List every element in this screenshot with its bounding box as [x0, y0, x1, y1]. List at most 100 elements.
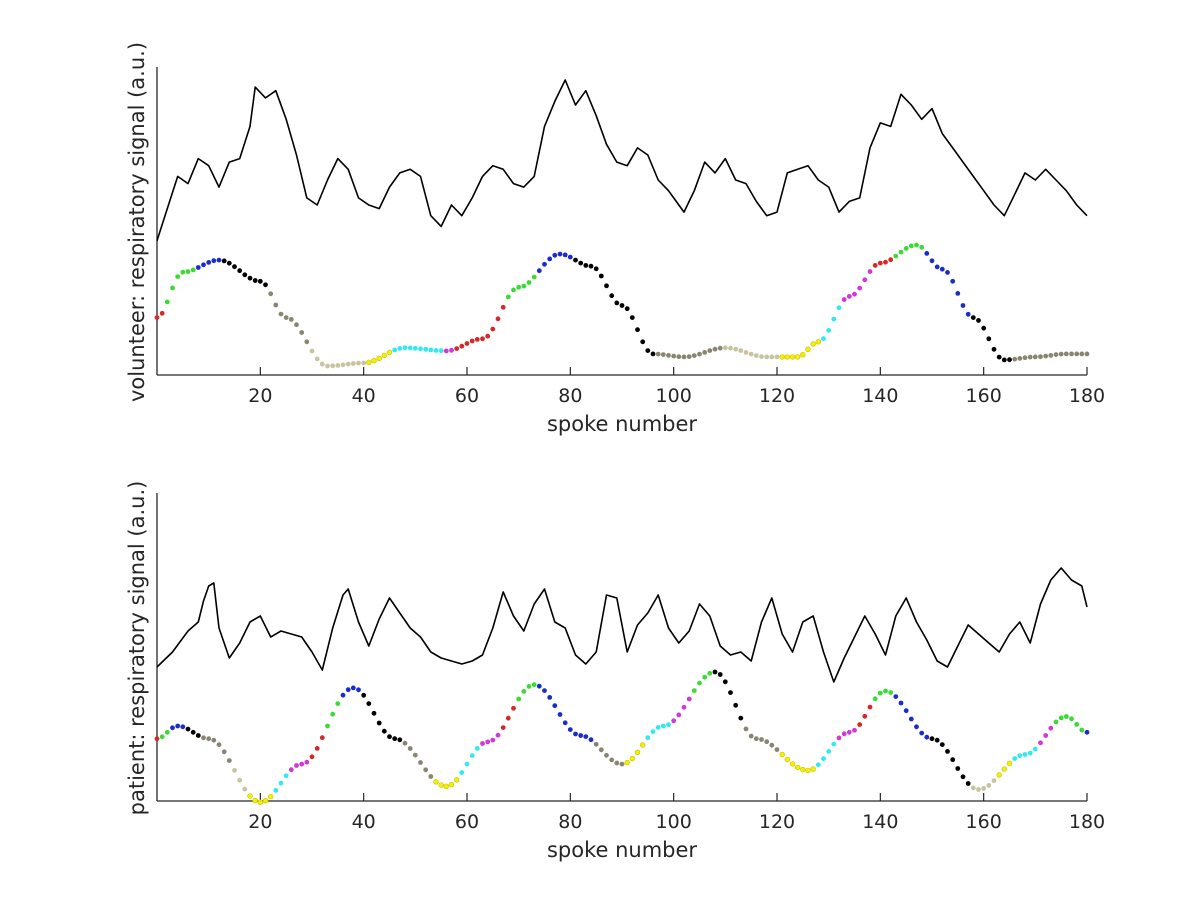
- phase-dot: [1038, 354, 1043, 360]
- phase-dot: [159, 734, 165, 740]
- phase-dot: [376, 720, 382, 726]
- phase-dot: [810, 341, 816, 347]
- phase-dots-series: [154, 242, 1090, 369]
- raw-signal-line: [156, 79, 1088, 241]
- phase-dot: [448, 781, 455, 788]
- phase-dot: [1006, 760, 1013, 766]
- phase-dot: [1048, 353, 1054, 358]
- phase-dot: [991, 778, 997, 784]
- phase-dot: [934, 737, 940, 743]
- x-tick-label: 80: [558, 811, 582, 833]
- phase-dot: [769, 354, 775, 360]
- phase-dot: [924, 734, 930, 740]
- phase-dot: [438, 782, 444, 788]
- phase-dot: [955, 291, 961, 296]
- phase-dot: [939, 266, 945, 272]
- phase-dot: [516, 284, 522, 290]
- phase-dot: [815, 762, 821, 768]
- phase-dot: [402, 740, 408, 746]
- phase-dot: [883, 688, 888, 694]
- phase-dot: [588, 737, 594, 743]
- phase-dot: [511, 287, 516, 293]
- phase-dot: [226, 260, 232, 266]
- phase-dot: [934, 264, 940, 270]
- phase-dot: [175, 723, 181, 729]
- phase-dot: [634, 749, 641, 755]
- phase-dot: [722, 679, 728, 685]
- x-tick-label: 160: [966, 811, 1002, 833]
- phase-dot: [996, 772, 1002, 778]
- phase-dot: [738, 348, 744, 353]
- phase-dot: [1058, 351, 1064, 357]
- phase-dot: [154, 736, 160, 742]
- phase-dot: [789, 761, 796, 767]
- phase-dot: [185, 726, 191, 732]
- raw-signal-line: [156, 567, 1088, 683]
- phase-dot: [330, 711, 336, 717]
- phase-dot: [516, 696, 522, 702]
- phase-dot: [221, 258, 227, 264]
- phase-dot: [965, 781, 971, 786]
- phase-dot: [712, 669, 718, 675]
- phase-dot: [831, 316, 837, 322]
- phase-dot: [671, 718, 677, 724]
- phase-dot: [893, 694, 899, 699]
- phase-dot: [485, 739, 491, 745]
- phase-dot: [1063, 351, 1069, 357]
- phase-dot: [857, 722, 863, 727]
- phase-dot: [242, 272, 248, 278]
- phase-dot: [1032, 746, 1038, 752]
- phase-dot: [609, 757, 615, 763]
- phase-dot: [1053, 719, 1059, 725]
- phase-dot: [356, 687, 361, 693]
- phase-dot: [852, 727, 857, 733]
- phase-dot: [1069, 716, 1074, 722]
- phase-dot: [852, 291, 857, 297]
- phase-dot: [531, 682, 537, 688]
- phase-dot: [717, 345, 723, 351]
- phase-dot: [335, 701, 341, 706]
- phase-dot: [950, 757, 956, 763]
- phase-dot: [232, 768, 237, 773]
- phase-dot: [262, 797, 269, 804]
- phase-dot: [495, 316, 501, 322]
- phase-dot: [500, 304, 506, 310]
- phase-dot: [888, 257, 894, 263]
- phase-dot: [552, 252, 558, 258]
- phase-dot: [810, 766, 816, 772]
- phase-dot: [216, 257, 222, 263]
- phase-dot: [304, 759, 310, 765]
- phase-dot: [443, 783, 449, 789]
- phase-dot: [247, 275, 253, 281]
- phase-dot: [578, 260, 584, 266]
- phase-dot: [857, 285, 863, 291]
- phase-dot: [660, 352, 666, 357]
- phase-dot: [1053, 352, 1059, 357]
- phase-dot: [619, 761, 625, 767]
- phase-dot: [898, 700, 904, 706]
- phase-dot: [919, 730, 925, 736]
- phase-dot: [635, 327, 640, 333]
- phase-dot: [573, 257, 578, 263]
- x-axis-label: spoke number: [547, 838, 697, 862]
- phase-dot: [278, 780, 284, 786]
- phase-dot: [526, 684, 532, 689]
- phase-dot: [1043, 733, 1049, 738]
- x-tick-label: 120: [759, 385, 795, 407]
- phase-dot: [340, 692, 346, 698]
- x-tick-label: 20: [248, 811, 272, 833]
- phase-dot: [500, 725, 506, 730]
- phase-dot: [1017, 356, 1023, 361]
- phase-dot: [624, 759, 630, 766]
- phase-dot: [557, 712, 563, 717]
- phase-dot: [268, 291, 274, 297]
- phase-dot: [474, 337, 480, 342]
- phase-dot: [190, 267, 196, 273]
- phase-dot: [676, 354, 682, 360]
- x-axis-label: spoke number: [547, 412, 697, 436]
- phase-dot: [733, 346, 739, 352]
- phase-dot: [769, 742, 775, 748]
- phase-dot: [387, 734, 392, 740]
- phase-dot: [784, 354, 790, 360]
- phase-dot: [976, 787, 981, 792]
